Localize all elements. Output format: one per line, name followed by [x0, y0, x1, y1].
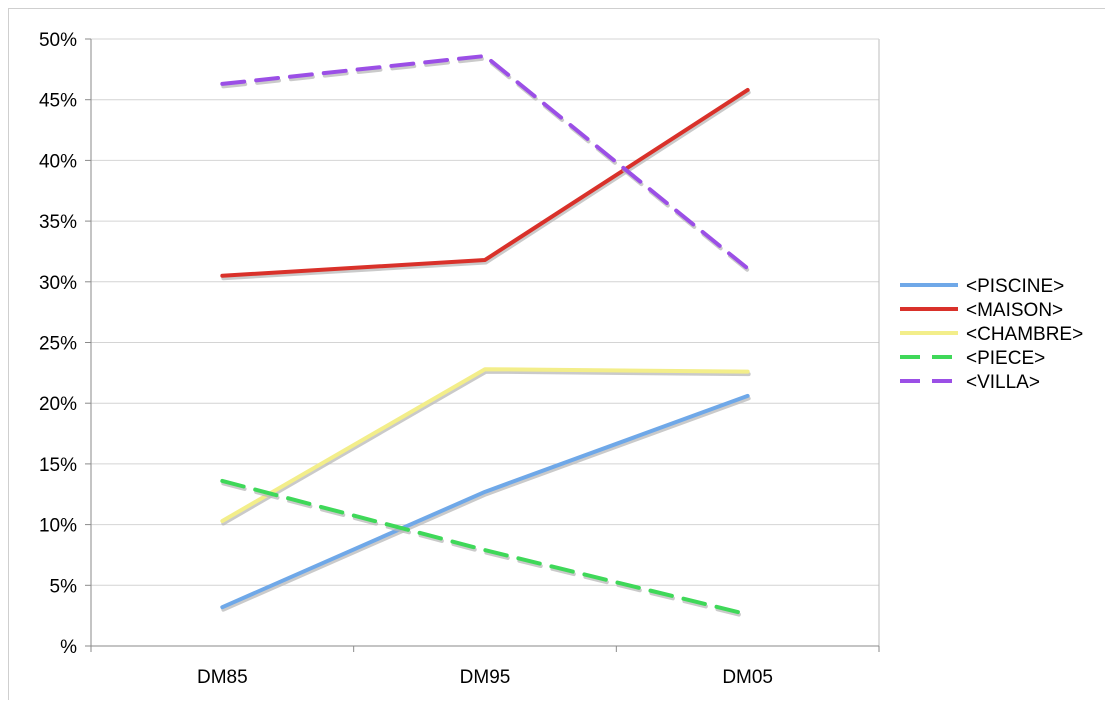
y-tick-label: 30%	[39, 273, 77, 294]
y-tick-label: 5%	[50, 576, 78, 597]
series-shadow	[221, 56, 751, 273]
legend-item-piscine: <PISCINE>	[900, 276, 1064, 297]
series-shadow	[221, 481, 751, 619]
legend-label: <VILLA>	[966, 372, 1040, 393]
series-line-villa	[220, 53, 750, 271]
series-shadow	[221, 369, 751, 526]
legend: <PISCINE> <MAISON> <CHAMBRE> <PIECE> <VILLA>	[900, 276, 1083, 393]
y-tick-label: 35%	[39, 212, 77, 233]
y-axis-tick-labels: % 5% 10% 15% 20% 25% 30% 35% 40% 45% 50%	[39, 30, 77, 658]
series-line-maison	[220, 87, 750, 278]
legend-label: <CHAMBRE>	[966, 324, 1083, 345]
y-tick-label: 45%	[39, 91, 77, 112]
y-tick-label: 15%	[39, 455, 77, 476]
legend-item-maison: <MAISON>	[900, 300, 1063, 321]
legend-label: <MAISON>	[966, 300, 1063, 321]
x-tick-label: DM05	[722, 667, 773, 688]
axes	[85, 38, 880, 652]
y-tick-label: 40%	[39, 151, 77, 172]
series-shadow	[221, 90, 751, 281]
series-line-chambre	[220, 367, 750, 523]
legend-label: <PISCINE>	[966, 276, 1064, 297]
y-tick-label: 50%	[39, 30, 77, 51]
chart-frame	[8, 8, 1105, 700]
y-tick-label: 20%	[39, 394, 77, 415]
series-shadow	[221, 396, 751, 612]
y-tick-label: %	[60, 637, 77, 658]
series-line-piscine	[220, 393, 750, 610]
x-tick-label: DM85	[197, 667, 248, 688]
x-tick-label: DM95	[460, 667, 511, 688]
y-tick-label: 25%	[39, 334, 77, 355]
legend-item-chambre: <CHAMBRE>	[900, 324, 1083, 345]
series-lines	[220, 53, 751, 619]
grid-lines	[91, 38, 879, 586]
y-tick-label: 10%	[39, 516, 77, 537]
x-axis-tick-labels: DM85 DM95 DM05	[197, 667, 773, 688]
legend-item-villa: <VILLA>	[900, 372, 1040, 393]
legend-label: <PIECE>	[966, 348, 1045, 369]
legend-item-piece: <PIECE>	[900, 348, 1045, 369]
series-line-piece	[220, 478, 750, 617]
